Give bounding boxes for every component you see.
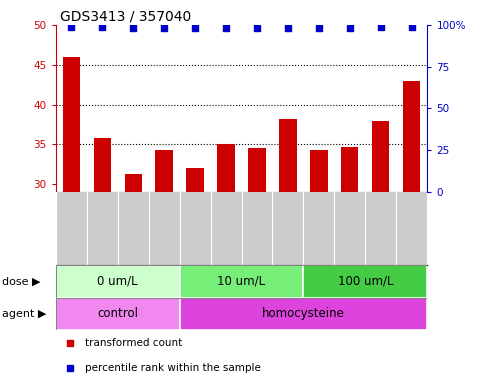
Text: 0 um/L: 0 um/L: [97, 275, 138, 288]
Text: percentile rank within the sample: percentile rank within the sample: [85, 362, 261, 373]
Bar: [186, 168, 203, 192]
Text: transformed count: transformed count: [85, 338, 183, 348]
Point: [377, 23, 385, 30]
Text: 100 um/L: 100 um/L: [338, 275, 393, 288]
Text: agent ▶: agent ▶: [2, 309, 47, 319]
Bar: [156, 150, 172, 192]
Point: [222, 25, 230, 31]
Bar: [280, 119, 297, 192]
Bar: [311, 150, 327, 192]
Point: [191, 25, 199, 31]
Bar: [248, 148, 266, 192]
Bar: [217, 144, 235, 192]
Point: [284, 25, 292, 31]
Point: [160, 25, 168, 31]
Bar: [372, 121, 389, 192]
Text: GDS3413 / 357040: GDS3413 / 357040: [60, 9, 192, 23]
Text: dose ▶: dose ▶: [2, 276, 41, 286]
Bar: [180, 265, 303, 298]
Text: control: control: [97, 308, 138, 320]
Point: [67, 23, 75, 30]
Bar: [341, 147, 358, 192]
Text: 10 um/L: 10 um/L: [217, 275, 266, 288]
Point: [129, 25, 137, 31]
Bar: [403, 81, 421, 192]
Point: [98, 23, 106, 30]
Bar: [56, 298, 180, 330]
Point: [315, 25, 323, 31]
Point: [253, 25, 261, 31]
Bar: [94, 138, 111, 192]
Point: [408, 23, 416, 30]
Bar: [62, 57, 80, 192]
Bar: [303, 265, 427, 298]
Bar: [180, 298, 427, 330]
Point: [346, 25, 354, 31]
Bar: [125, 174, 142, 192]
Text: homocysteine: homocysteine: [262, 308, 345, 320]
Bar: [56, 265, 180, 298]
